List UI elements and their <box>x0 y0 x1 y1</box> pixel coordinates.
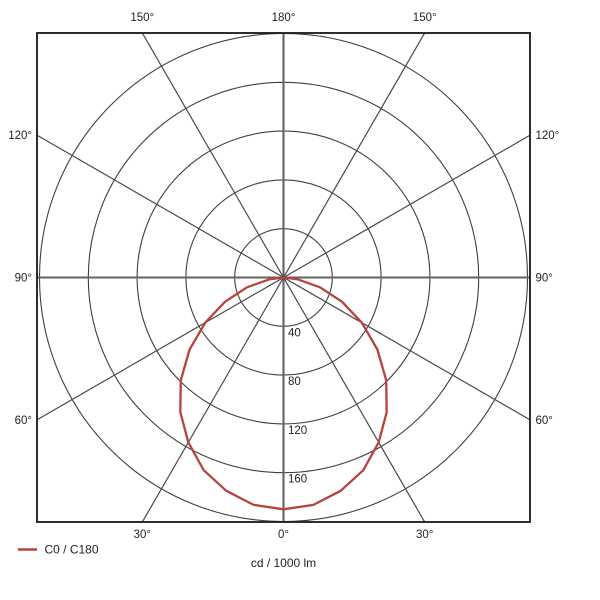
axis-unit-caption: cd / 1000 lm <box>251 556 316 570</box>
angle-label-bottom-0: 30° <box>134 529 151 541</box>
angle-label-left-1: 90° <box>15 273 32 285</box>
angle-label-right-2: 60° <box>536 415 553 427</box>
c0-c180-curve <box>179 276 388 511</box>
angle-label-right-1: 90° <box>536 273 553 285</box>
angle-label-left-2: 60° <box>15 415 32 427</box>
radial-tick-labels: 40 80 120 160 <box>288 327 307 485</box>
legend-label: C0 / C180 <box>45 543 99 557</box>
intensity-curve-group <box>179 276 388 511</box>
radial-tick-label-160: 160 <box>288 474 307 486</box>
angle-label-top-1: 180° <box>272 12 296 24</box>
angle-label-bottom-1: 0° <box>278 529 289 541</box>
radial-tick-label-40: 40 <box>288 327 301 339</box>
angle-label-left-0: 120° <box>8 130 32 142</box>
angle-label-top-0: 150° <box>130 12 154 24</box>
radial-tick-label-120: 120 <box>288 425 307 437</box>
angle-label-bottom-2: 30° <box>416 529 433 541</box>
plot-border <box>36 32 531 523</box>
legend: C0 / C180 <box>18 543 99 557</box>
angle-label-top-2: 150° <box>413 12 437 24</box>
angle-label-right-0: 120° <box>536 130 560 142</box>
radial-tick-label-80: 80 <box>288 376 301 388</box>
angle-tick-labels: 150° 180° 150° 30° 0° 30° 120° 90° 60° 120° 90° 60° <box>8 12 559 541</box>
